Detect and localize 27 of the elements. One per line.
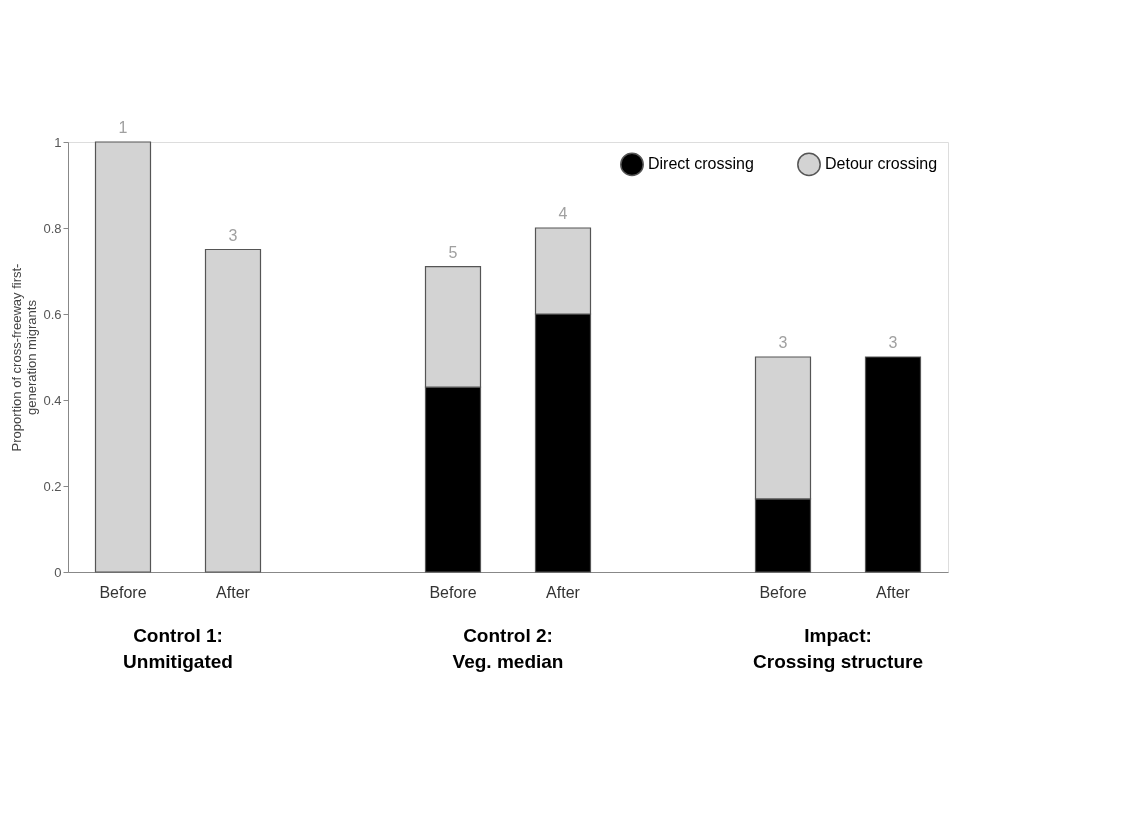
x-tick-label: Before (759, 583, 807, 601)
text: 1 (118, 119, 128, 136)
x-tick-label: Before (99, 583, 147, 601)
text: Control 1: Unmitigated (123, 625, 233, 672)
bar (204, 248, 262, 573)
text: Control 2: Veg. median (452, 625, 564, 672)
text: Proportion of cross-freeway first- (9, 263, 25, 452)
x-tick-label: After (876, 583, 911, 601)
annotation: 4 (558, 205, 568, 222)
bar (864, 356, 922, 573)
x-tick-label: After (216, 583, 251, 601)
legend-label: Detour crossing (825, 155, 938, 173)
y-tick-label: 0.6 (43, 306, 62, 322)
annotation: 3 (778, 334, 788, 351)
y-tick-label: 1 (54, 134, 62, 150)
annotation: 5 (448, 243, 458, 261)
text: generation migrants (24, 300, 40, 415)
y-tick-label: 0 (54, 564, 62, 580)
x-tick-label: Before (429, 583, 477, 601)
y-tick-label: 0.8 (43, 220, 62, 236)
y-tick-label: 0.2 (43, 478, 62, 494)
annotation: 3 (888, 334, 898, 351)
legend-label: Direct crossing (648, 155, 754, 173)
y-tick-label: 0.4 (43, 392, 62, 408)
text: Impact: Crossing structure (753, 625, 923, 672)
annotation: 3 (228, 226, 238, 244)
x-tick-label: After (546, 583, 581, 601)
